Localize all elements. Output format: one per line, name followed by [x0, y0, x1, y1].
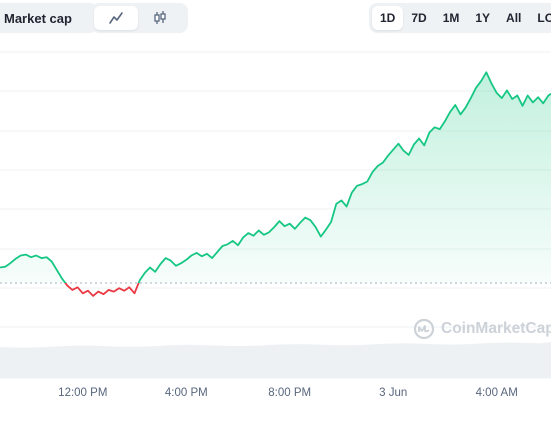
watermark-text: CoinMarketCap — [441, 320, 551, 337]
range-1d-button[interactable]: 1D — [372, 6, 404, 30]
market-cap-tab[interactable]: Market cap — [4, 10, 72, 26]
range-log-button[interactable]: LOG — [537, 11, 551, 25]
range-all-button[interactable]: All — [506, 11, 522, 25]
x-tick-label: 4:00 PM — [165, 387, 208, 399]
x-tick-label: 12:00 PM — [58, 387, 107, 399]
price-area-fill — [0, 72, 551, 283]
coinmarketcap-logo-icon — [413, 318, 435, 340]
price-line-down — [64, 283, 140, 297]
range-7d-button[interactable]: 7D — [411, 11, 427, 25]
price-line-up — [0, 71, 551, 283]
chart-toolbar: Market cap 1D 7D 1M 1Y All LOG — [0, 0, 551, 36]
chart-type-toggle — [91, 3, 188, 33]
candlestick-icon — [154, 11, 166, 24]
coinmarketcap-watermark: CoinMarketCap — [413, 318, 551, 340]
x-tick-label: 8:00 PM — [268, 387, 311, 399]
line-chart-icon — [109, 12, 123, 24]
range-1y-button[interactable]: 1Y — [475, 11, 491, 25]
volume-area — [0, 342, 551, 378]
line-chart-button[interactable] — [94, 6, 138, 30]
candlestick-chart-button[interactable] — [138, 6, 182, 30]
x-axis-ticks: 12:00 PM 4:00 PM 8:00 PM 3 Jun 4:00 AM — [58, 387, 518, 399]
x-tick-label: 4:00 AM — [476, 387, 518, 399]
time-range-selector: 1D 7D 1M 1Y All LOG — [369, 3, 551, 33]
metric-selector[interactable]: Market cap — [0, 3, 98, 33]
x-tick-label: 3 Jun — [379, 387, 407, 399]
range-1m-button[interactable]: 1M — [442, 11, 460, 25]
